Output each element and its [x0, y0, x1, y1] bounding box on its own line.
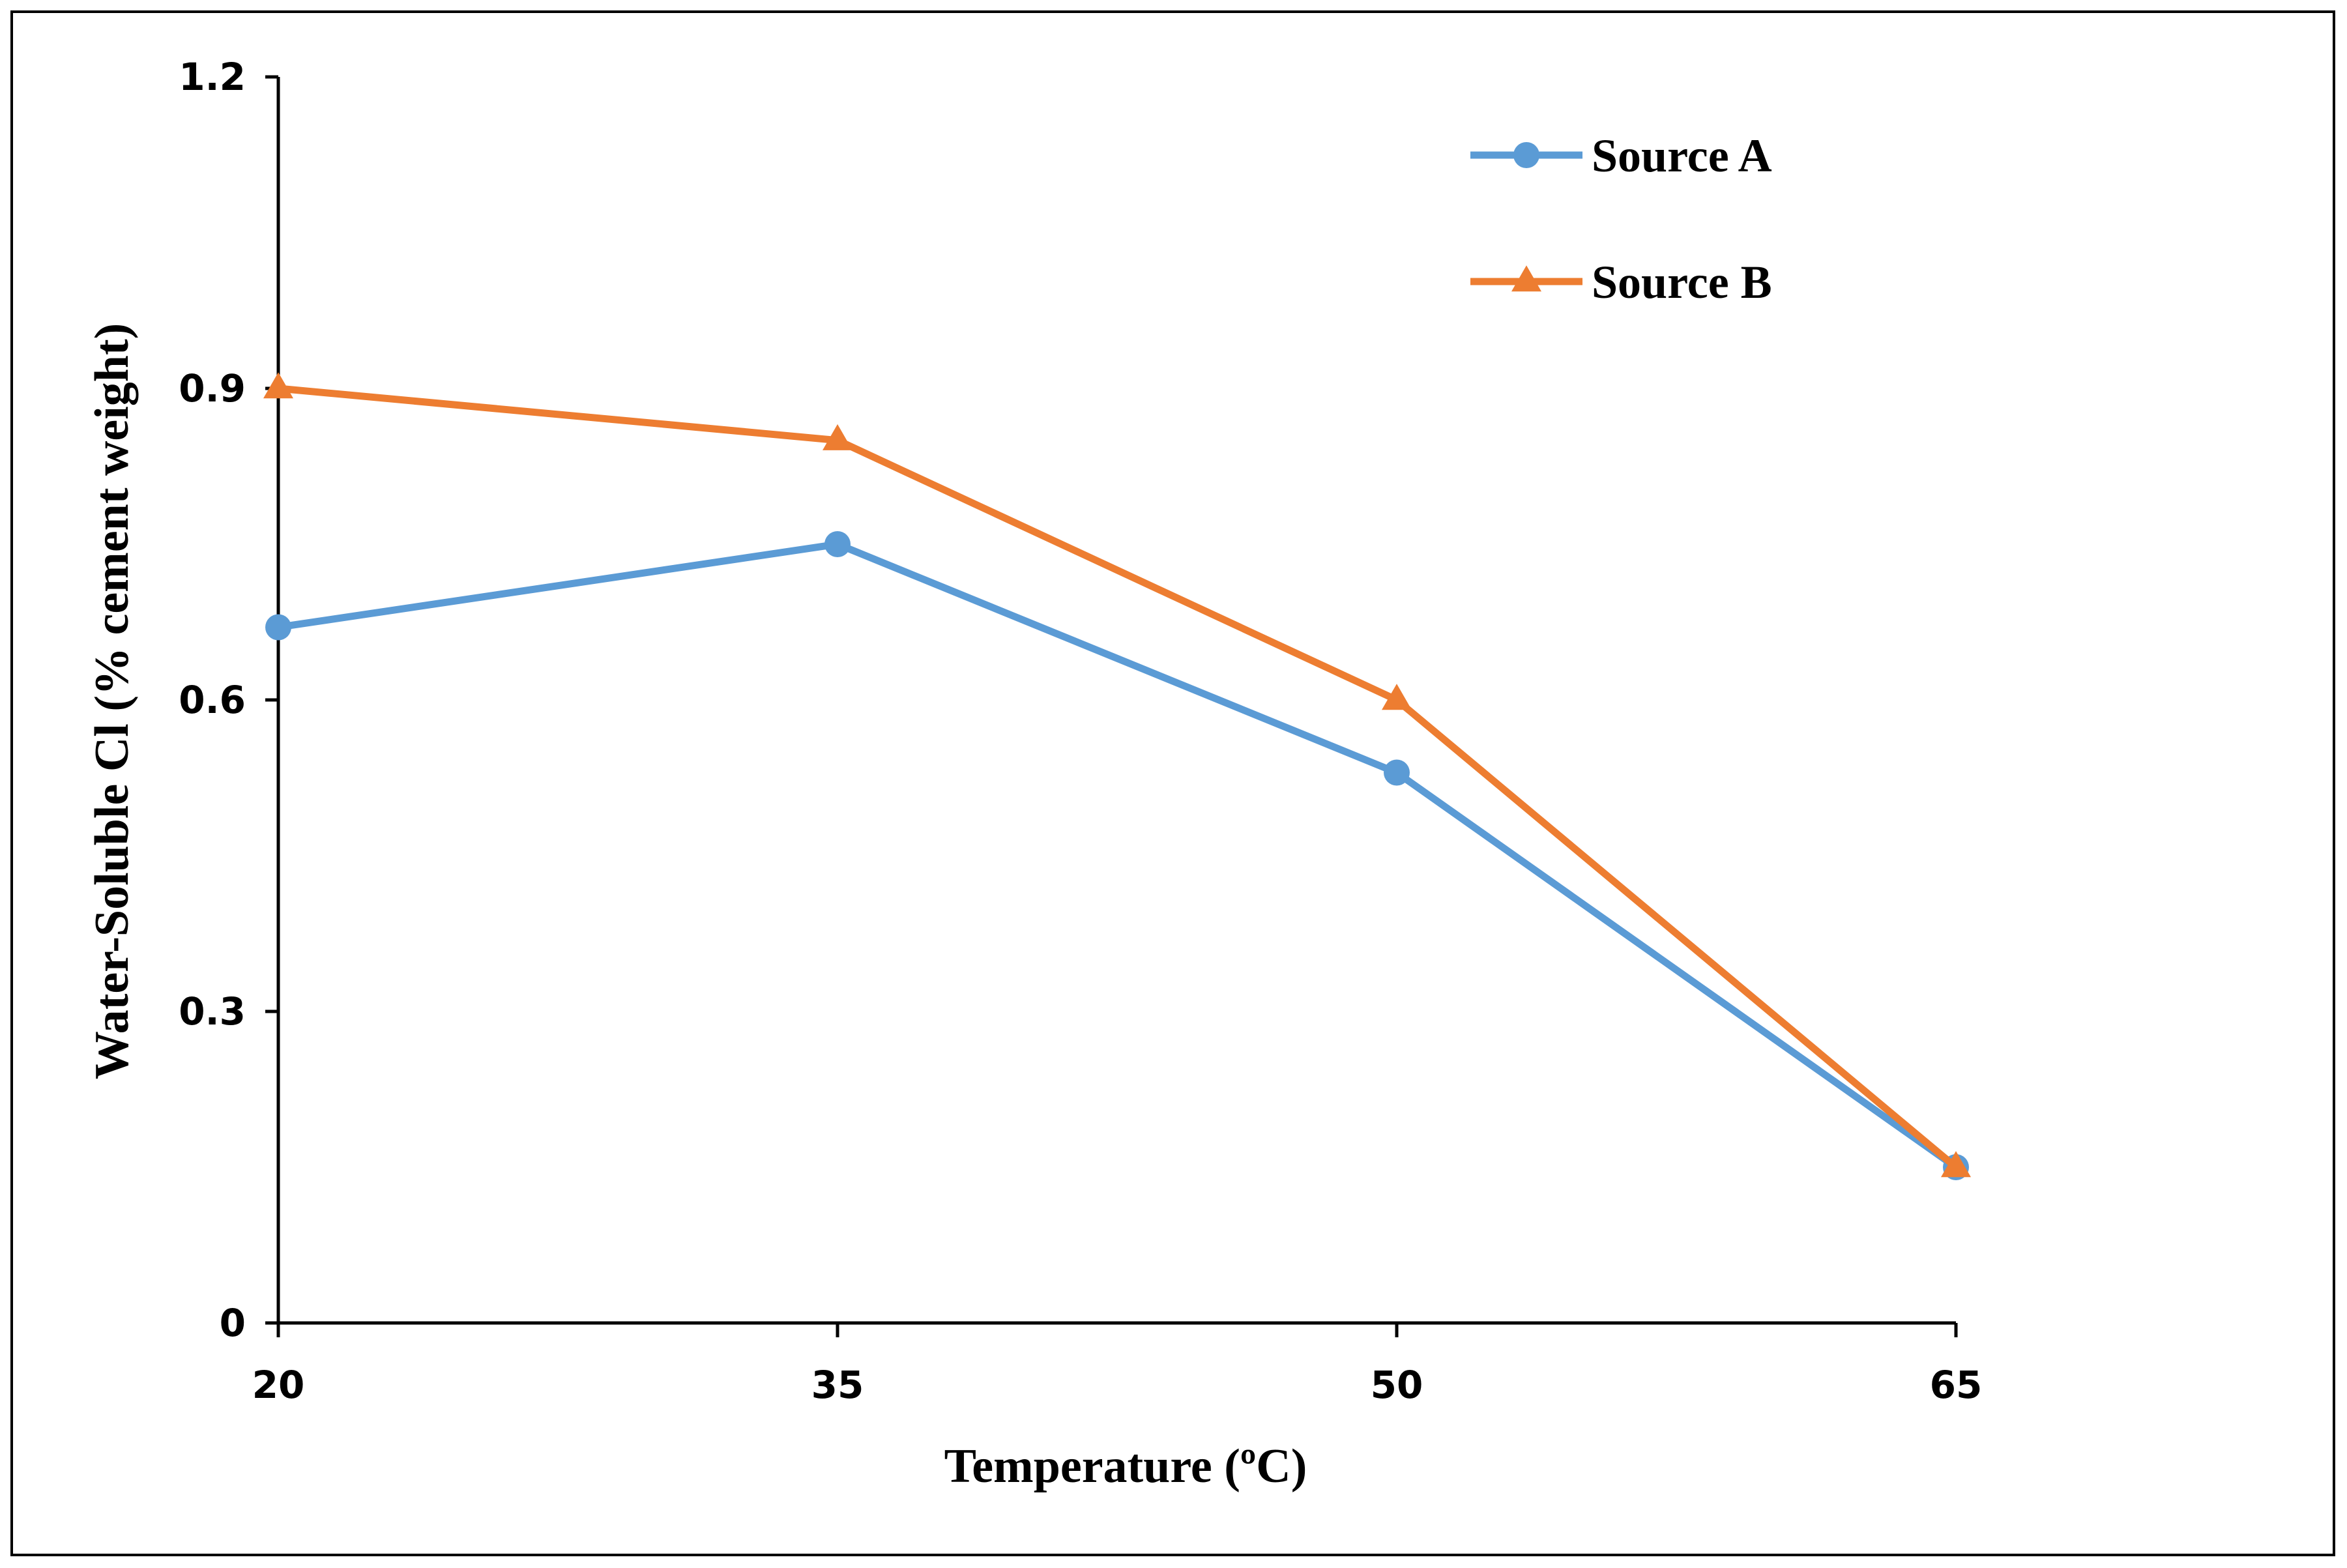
legend-label-source-a: Source A — [1592, 130, 1772, 182]
y-tick-label: 0 — [220, 1301, 246, 1345]
chart-border — [10, 10, 2335, 1556]
x-tick-label: 20 — [252, 1363, 305, 1407]
legend-marker-source-a — [1513, 142, 1539, 168]
series-line-source-a — [274, 540, 1960, 1171]
x-tick-label: 35 — [811, 1363, 864, 1407]
data-point-source-a — [265, 614, 291, 641]
legend-label-source-b: Source B — [1592, 256, 1772, 308]
data-point-source-b — [263, 372, 293, 399]
x-tick-label: 50 — [1371, 1363, 1423, 1407]
data-point-source-b — [1382, 684, 1412, 710]
y-axis-title: Water-Soluble Cl (% cement weight) — [85, 323, 139, 1079]
legend-marker-source-b — [1511, 265, 1541, 292]
y-tick-label: 0.9 — [179, 366, 246, 411]
series-source-b — [263, 372, 1971, 1178]
x-axis-title: Temperature (ºC) — [944, 1440, 1307, 1493]
data-point-source-a — [1384, 759, 1410, 786]
data-point-source-a — [824, 531, 851, 557]
x-tick-label: 65 — [1930, 1363, 1983, 1407]
data-point-source-b — [823, 424, 853, 450]
series-line-source-b — [274, 385, 1960, 1171]
data-point-source-b — [1941, 1151, 1971, 1178]
y-tick-label: 1.2 — [179, 55, 246, 99]
legend: Source A Source B — [1470, 130, 1772, 308]
y-tick-label: 0.3 — [179, 989, 246, 1034]
y-tick-label: 0.6 — [179, 678, 246, 722]
